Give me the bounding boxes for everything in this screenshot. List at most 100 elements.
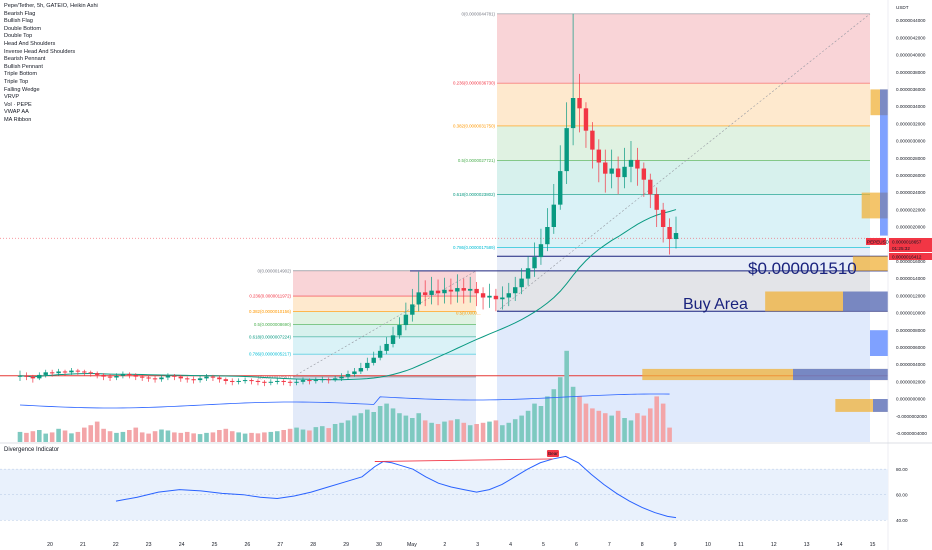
fib-zone (293, 270, 476, 297)
volume-bar (281, 430, 286, 442)
candle-body (603, 162, 608, 174)
candle-body (513, 287, 518, 294)
candle-body (358, 368, 364, 372)
fib-zone (497, 160, 870, 195)
candle-body (345, 374, 351, 377)
candle-body (410, 304, 415, 315)
date-tick-label: 2 (443, 542, 446, 548)
volume-bar (461, 422, 467, 442)
volume-bar (429, 422, 434, 442)
volume-bar (660, 403, 666, 442)
candle-body (120, 374, 126, 376)
volume-bar (384, 403, 389, 442)
date-tick-label: 28 (310, 542, 316, 548)
candle-body (609, 168, 614, 174)
candle-body (365, 362, 370, 369)
price-tick-label: 0.0000036000 (896, 87, 926, 92)
price-tick-label: 0.0000022000 (896, 207, 926, 212)
volume-bar (197, 434, 203, 442)
osc-tick-label: 40.00 (896, 518, 908, 523)
ma-price-badge (889, 253, 932, 260)
indicator-item[interactable]: VWAP AA (4, 109, 29, 116)
volume-bar (94, 421, 100, 442)
indicator-item[interactable]: Triple Bottom (4, 71, 38, 78)
candle-body (448, 289, 454, 292)
date-tick-label: 27 (277, 542, 283, 548)
indicator-item[interactable]: Double Bottom (4, 25, 42, 32)
candle-body (127, 374, 132, 376)
candle-body (159, 377, 164, 380)
symbol-badge-text: PEPEUSDT (867, 240, 892, 245)
volume-bar (30, 431, 36, 442)
date-tick-label: 22 (113, 542, 119, 548)
volume-bar (101, 428, 106, 442)
candle-body (49, 372, 55, 374)
bear-tag (546, 449, 559, 457)
price-tick-label: 0.0000012000 (896, 293, 926, 298)
volume-bar (410, 418, 415, 442)
candle-body (172, 375, 177, 377)
indicator-item[interactable]: Head And Shoulders (4, 40, 56, 47)
volume-bar (43, 433, 49, 442)
candle-body (583, 108, 589, 131)
indicator-item[interactable]: Double Top (4, 33, 33, 40)
indicator-item[interactable]: Vol · PEPE (4, 101, 32, 108)
fib-label: 0.786(0.0000005217) (249, 352, 292, 357)
price-annotation: $0.000001510 (748, 259, 857, 278)
volume-bar (422, 420, 428, 442)
volume-bar (300, 429, 306, 442)
fib-zone (293, 311, 476, 325)
candle-body (94, 373, 100, 375)
candle-body (525, 268, 531, 279)
price-tick-label: 0.0000028000 (896, 156, 926, 161)
price-tick-label: 0.0000016000 (896, 259, 926, 264)
indicator-item[interactable]: Bearish Flag (4, 10, 36, 17)
indicator-item[interactable]: Bullish Flag (4, 18, 33, 25)
volume-bar (583, 403, 589, 442)
candle-body (152, 378, 158, 380)
volume-bar (204, 432, 209, 442)
indicator-item[interactable]: Bullish Pennant (4, 63, 43, 70)
volume-bar (307, 430, 312, 442)
candle-body (480, 293, 486, 298)
price-tick-label: -0.0000002000 (896, 414, 927, 419)
indicator-item[interactable]: MA Ribbon (4, 116, 32, 123)
candle-body (397, 325, 402, 336)
bear-divergence-line (374, 458, 553, 462)
volume-profile-bar (873, 399, 888, 412)
candle-body (442, 289, 447, 294)
date-tick-label: 13 (804, 542, 810, 548)
volume-bar (435, 424, 441, 442)
volume-bar (596, 410, 602, 442)
volume-bar (358, 413, 364, 442)
volume-bar (448, 420, 454, 442)
indicator-item[interactable]: VRVP (4, 94, 20, 101)
fib-label: 0(0.0000014902) (258, 268, 292, 273)
indicator-item[interactable]: Triple Top (4, 78, 29, 85)
axis-currency: USDT (896, 5, 909, 10)
volume-bar (455, 419, 460, 442)
fib-label: 0.5(0.0000... (456, 311, 481, 316)
indicator-item[interactable]: Bearish Pennant (4, 56, 46, 63)
ma-price-text: 0.0000016412 (892, 255, 922, 260)
volume-bar (609, 415, 614, 442)
indicator-item[interactable]: Falling Wedge (4, 86, 40, 93)
date-tick-label: 9 (674, 542, 677, 548)
candle-body (493, 295, 499, 300)
volume-bar (287, 428, 293, 442)
candle-body (551, 204, 557, 227)
date-tick-label: 4 (509, 542, 512, 548)
candle-body (635, 159, 640, 169)
date-tick-label: 8 (641, 542, 644, 548)
candle-body (185, 378, 190, 380)
volume-profile-bar (870, 330, 888, 356)
indicator-item[interactable]: Inverse Head And Shoulders (4, 48, 76, 55)
price-tick-label: 0.0000024000 (896, 190, 926, 195)
candle-body (223, 379, 229, 381)
volume-bar (262, 432, 267, 442)
volume-bar (120, 431, 126, 442)
candle-body (422, 292, 428, 295)
legend-title: Pepe/Tether, 5h, GATEIO, Heikin Ashi (4, 3, 98, 9)
volume-bar (139, 432, 145, 442)
